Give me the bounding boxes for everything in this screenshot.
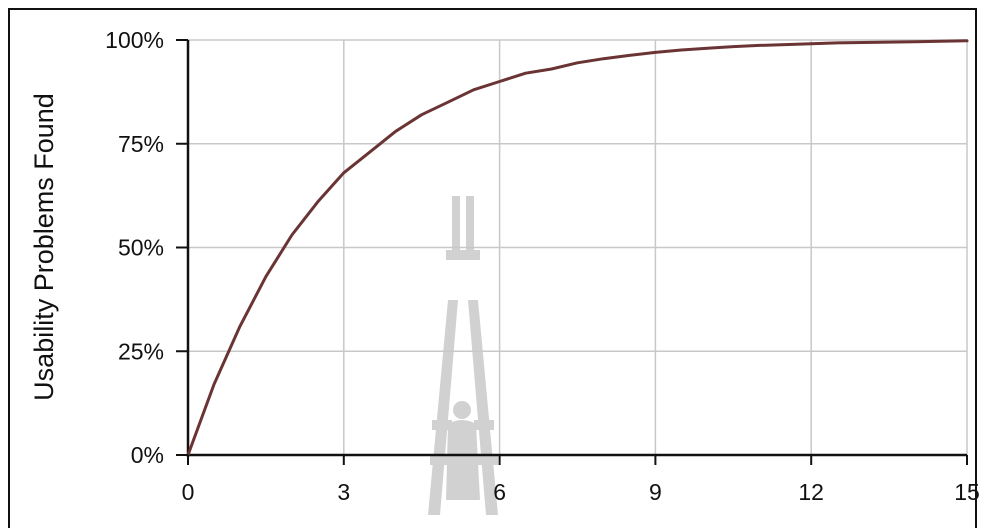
x-tick-label: 15: [954, 479, 980, 505]
x-tick-label: 3: [337, 479, 350, 505]
y-tick-labels: 0% 25% 50% 75% 100%: [105, 27, 188, 468]
axes: [186, 40, 967, 457]
y-tick-label: 25%: [118, 338, 164, 364]
y-tick-label: 100%: [105, 27, 164, 53]
x-tick-label: 12: [798, 479, 824, 505]
y-tick-label: 0%: [131, 442, 164, 468]
y-tick-label: 75%: [118, 131, 164, 157]
series-line: [186, 39, 969, 457]
y-axis-label: Usability Problems Found: [29, 93, 59, 401]
grid: [187, 39, 968, 456]
series-layer: [186, 39, 969, 457]
y-tick-label: 50%: [118, 235, 164, 261]
watermark-icon: [428, 196, 498, 515]
chart-frame: [8, 8, 977, 528]
x-tick-label: 0: [182, 479, 195, 505]
x-tick-labels: 0 3 6 9 12 15: [182, 455, 980, 505]
x-tick-label: 6: [493, 479, 506, 505]
chart: 0% 25% 50% 75% 100% 0 3 6 9 12 15 Usability Probl…: [29, 27, 980, 515]
x-tick-label: 9: [649, 479, 662, 505]
